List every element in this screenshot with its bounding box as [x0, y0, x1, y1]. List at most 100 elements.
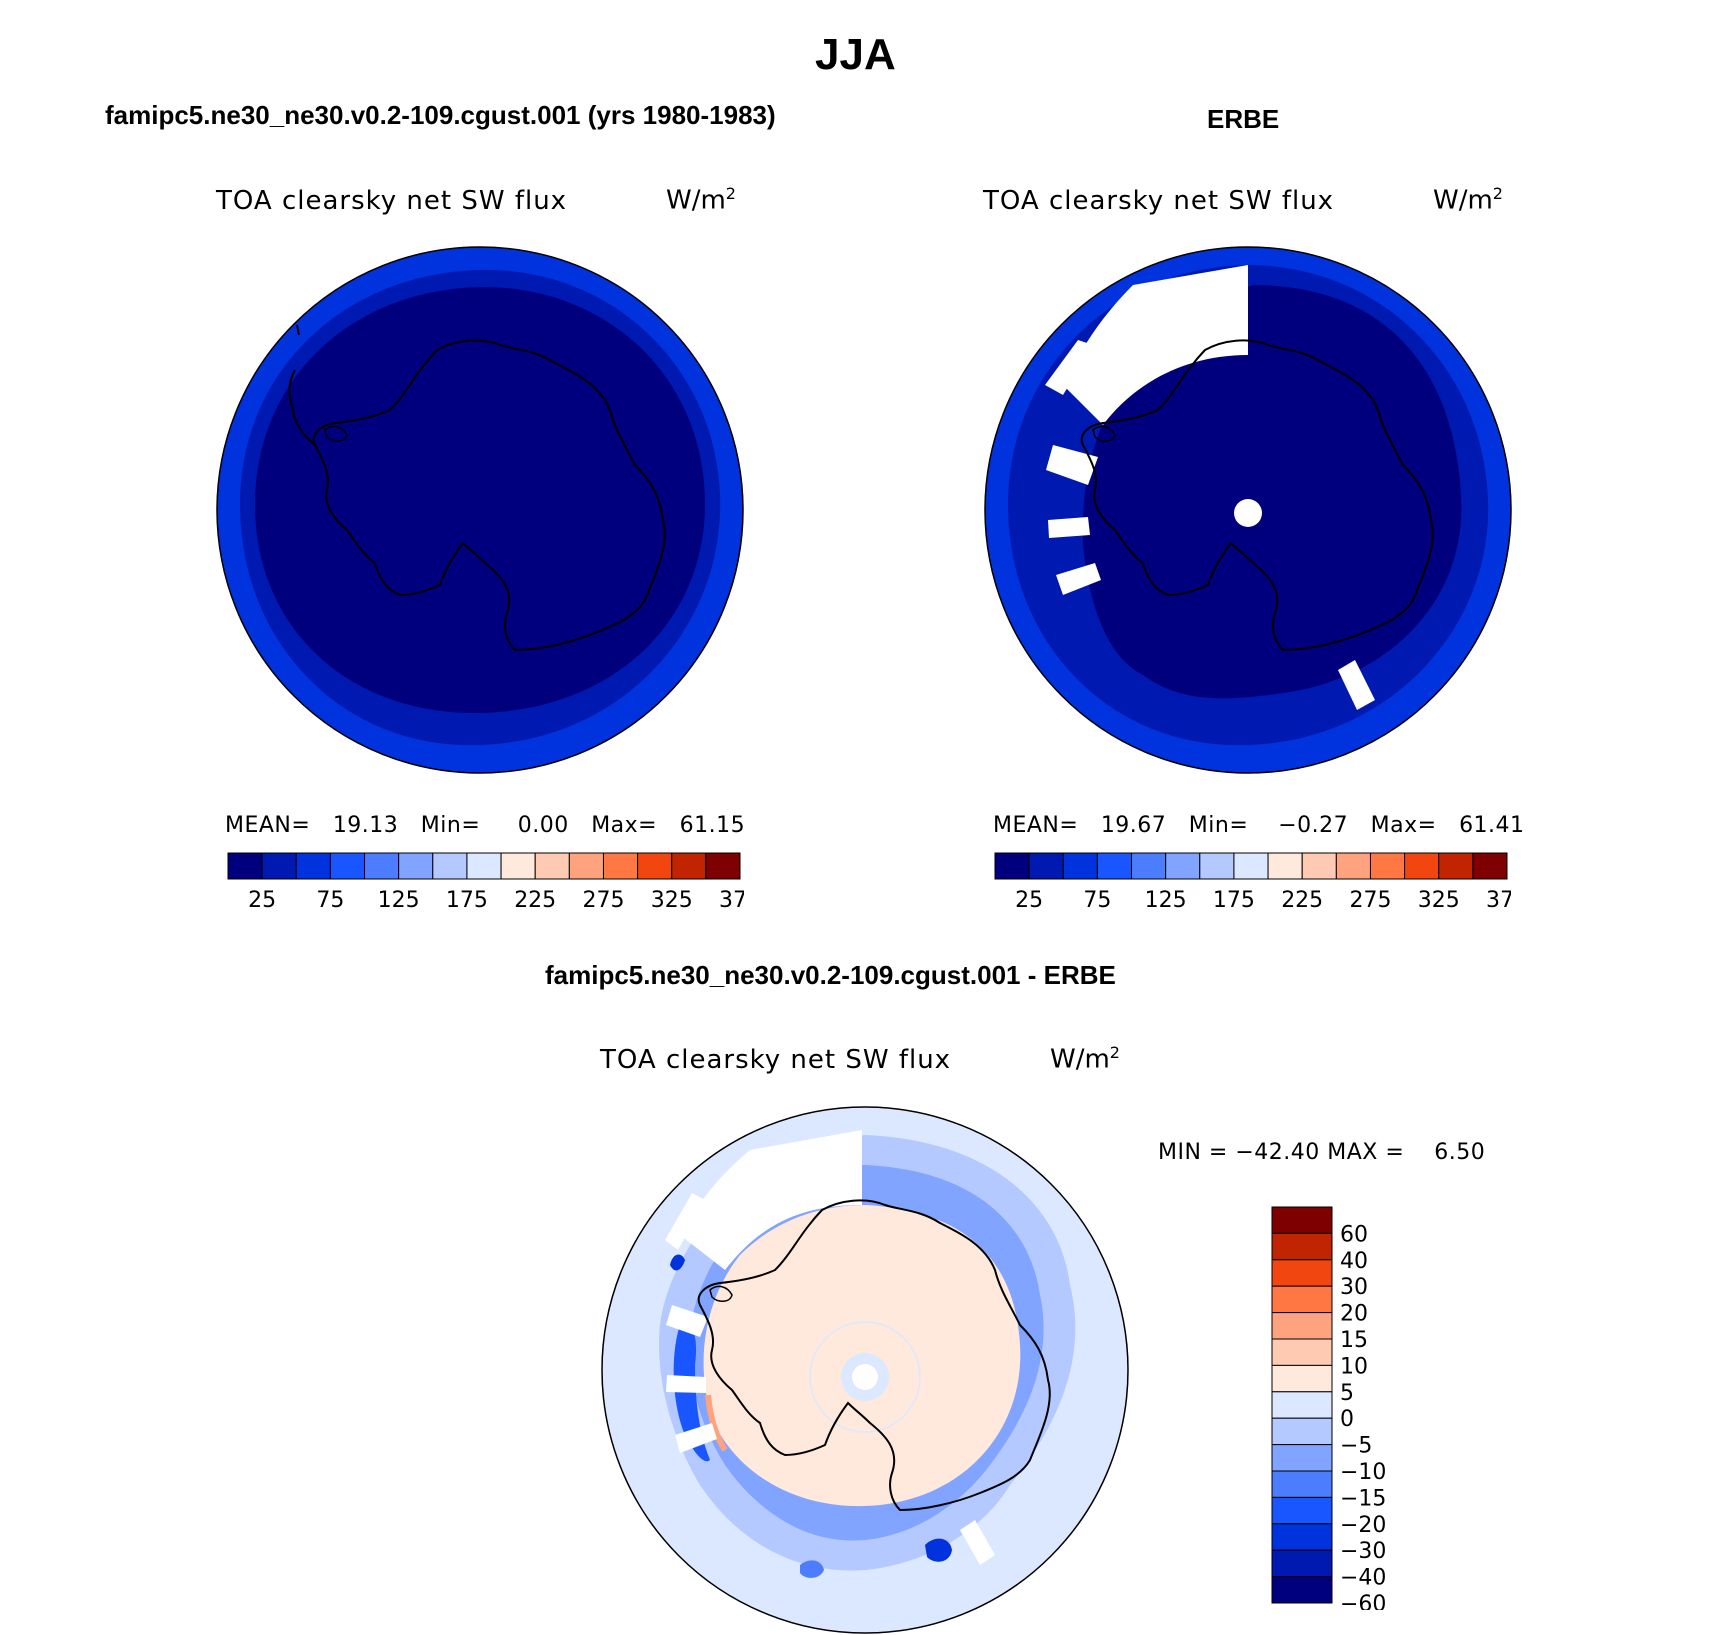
panel-3-colorbar-tick-label: −60	[1340, 1592, 1386, 1610]
panel-3-colorbar-swatch	[1271, 1496, 1333, 1525]
panel-3-coastline	[697, 1199, 1051, 1512]
panel-2-colorbar-swatch	[1267, 852, 1303, 880]
panel-1-colorbar-tick-label: 125	[378, 888, 420, 911]
panel-2-colorbar-swatch	[1472, 852, 1508, 880]
panel-1-colorbar-swatch	[295, 852, 331, 880]
panel-1-colorbar-swatch	[500, 852, 536, 880]
panel-2-map	[984, 246, 1512, 774]
panel-1-colorbar-swatch	[261, 852, 297, 880]
panel-3-colorbar-swatch	[1271, 1470, 1333, 1498]
panel-3-minmax: MIN = −42.40 MAX = 6.50	[1158, 1140, 1486, 1165]
panel-3-colorbar-swatch	[1271, 1259, 1333, 1287]
panel-1-colorbar-tick-label: 225	[514, 888, 556, 911]
panel-2-units: W/m2	[1433, 184, 1503, 216]
panel-1-colorbar-swatch	[568, 852, 604, 880]
panel-1-colorbar-swatch	[466, 852, 502, 880]
panel-3-colorbar-swatch	[1271, 1444, 1333, 1472]
panel-3-colorbar-tick-label: 5	[1340, 1381, 1354, 1406]
panel-3-colorbar-tick-label: −5	[1340, 1434, 1372, 1459]
panel-1-peninsula	[288, 369, 316, 446]
panel-3-colorbar-tick-label: −20	[1340, 1513, 1386, 1538]
figure-title: JJA	[815, 30, 896, 79]
panel-2-colorbar-tick-label: 75	[1083, 888, 1111, 911]
panel-3-colorbar-tick-label: 10	[1340, 1354, 1368, 1379]
panel-3-colorbar-swatch	[1271, 1417, 1333, 1446]
panel-3-colorbar-swatch	[1271, 1549, 1333, 1578]
panel-1-title: famipc5.ne30_ne30.v0.2-109.cgust.001 (yr…	[105, 100, 776, 130]
panel-3-colorbar-tick-label: −15	[1340, 1486, 1386, 1511]
panel-2-colorbar-tick-label: 125	[1145, 888, 1187, 911]
panel-1-colorbar-tick-label: 75	[316, 888, 344, 911]
panel-3-colorbar-tick-label: 20	[1340, 1302, 1368, 1327]
panel-2-title: ERBE	[1207, 104, 1280, 134]
panel-2-colorbar-swatch	[1062, 852, 1098, 880]
panel-2-colorbar-swatch	[994, 852, 1030, 880]
panel-3-colorbar-tick-label: 60	[1340, 1222, 1368, 1247]
panel-1-colorbar: 25 75 125 175 225 275 325 375	[227, 852, 744, 911]
panel-1-units: W/m2	[666, 184, 736, 216]
panel-2-stats: MEAN= 19.67 Min= −0.27 Max= 61.41	[993, 813, 1525, 838]
panel-3-colorbar-tick-label: −30	[1340, 1539, 1386, 1564]
panel-1-band-inner	[255, 286, 706, 714]
panel-3-title: famipc5.ne30_ne30.v0.2-109.cgust.001 - E…	[545, 960, 1116, 990]
panel-1-colorbar-swatch	[432, 852, 468, 880]
panel-3-colorbar-tick-label: −40	[1340, 1566, 1386, 1591]
panel-3-colorbar-tick-label: 40	[1340, 1249, 1368, 1274]
panel-2-colorbar-swatch	[1404, 852, 1440, 880]
panel-2-colorbar-swatch	[1131, 852, 1167, 880]
panel-1-colorbar-tick-label: 375	[719, 888, 744, 911]
panel-1-colorbar-swatch	[329, 852, 366, 880]
panel-3-map	[601, 1106, 1129, 1634]
panel-2-colorbar-swatch	[1301, 852, 1337, 880]
panel-3-missing-arc	[680, 1130, 862, 1270]
panel-2-variable-label: TOA clearsky net SW flux	[983, 186, 1335, 216]
panel-3-colorbar-tick-label: 30	[1340, 1275, 1368, 1300]
panel-1-stats: MEAN= 19.13 Min= 0.00 Max= 61.15	[225, 813, 746, 838]
panel-3-colorbar-swatch	[1271, 1285, 1333, 1314]
panel-1-colorbar-swatch	[637, 852, 673, 880]
panel-1-colorbar-tick-label: 325	[651, 888, 693, 911]
panel-1-map	[216, 246, 744, 774]
panel-2-colorbar-tick-label: 175	[1213, 888, 1255, 911]
panel-1-colorbar-tick-label: 175	[446, 888, 488, 911]
panel-1-colorbar-swatch	[398, 852, 434, 880]
panel-1-colorbar-swatch	[534, 852, 570, 880]
panel-3-colorbar-tick-label: 0	[1340, 1407, 1354, 1432]
panel-3-colorbar-swatch	[1271, 1391, 1333, 1419]
panel-2-colorbar-swatch	[1199, 852, 1235, 880]
panel-2-colorbar-tick-label: 375	[1486, 888, 1511, 911]
panel-2-colorbar-swatch	[1233, 852, 1269, 880]
panel-2-colorbar-tick-label: 25	[1015, 888, 1043, 911]
panel-2-coastline	[1080, 339, 1434, 652]
panel-2-colorbar-tick-label: 325	[1418, 888, 1460, 911]
panel-3-colorbar-swatch	[1271, 1206, 1333, 1234]
panel-2-colorbar-swatch	[1369, 852, 1406, 880]
panel-3-colorbar-tick-label: −10	[1340, 1460, 1386, 1485]
panel-2-colorbar-tick-label: 275	[1349, 888, 1391, 911]
panel-3-colorbar-swatch	[1271, 1312, 1333, 1340]
panel-2-colorbar-swatch	[1438, 852, 1474, 880]
panel-3-colorbar-swatch	[1271, 1576, 1333, 1604]
panel-1-coastline	[312, 339, 666, 652]
panel-2-missing-arc	[1063, 265, 1248, 425]
panel-3-colorbar-swatch	[1271, 1523, 1333, 1551]
panel-1-colorbar-swatch	[671, 852, 707, 880]
panel-2-colorbar: 25 75 125 175 225 275 325 375	[994, 852, 1511, 911]
panel-3-colorbar-swatch	[1271, 1364, 1333, 1393]
panel-3-colorbar-swatch	[1271, 1338, 1333, 1366]
panel-1-colorbar-swatch	[705, 852, 741, 880]
panel-2-colorbar-swatch	[1096, 852, 1133, 880]
panel-1-colorbar-swatch	[227, 852, 263, 880]
panel-2-colorbar-swatch	[1165, 852, 1201, 880]
panel-1-colorbar-tick-label: 275	[582, 888, 624, 911]
panel-2-colorbar-swatch	[1335, 852, 1371, 880]
panel-1-colorbar-swatch	[602, 852, 639, 880]
panel-1-variable-label: TOA clearsky net SW flux	[216, 186, 568, 216]
panel-2-colorbar-tick-label: 225	[1281, 888, 1323, 911]
panel-3-variable-label: TOA clearsky net SW flux	[600, 1045, 952, 1075]
panel-3-colorbar-swatch	[1271, 1232, 1333, 1261]
panel-1-colorbar-swatch	[364, 852, 400, 880]
panel-1-colorbar-tick-label: 25	[248, 888, 276, 911]
panel-3-colorbar-tick-label: 15	[1340, 1328, 1368, 1353]
